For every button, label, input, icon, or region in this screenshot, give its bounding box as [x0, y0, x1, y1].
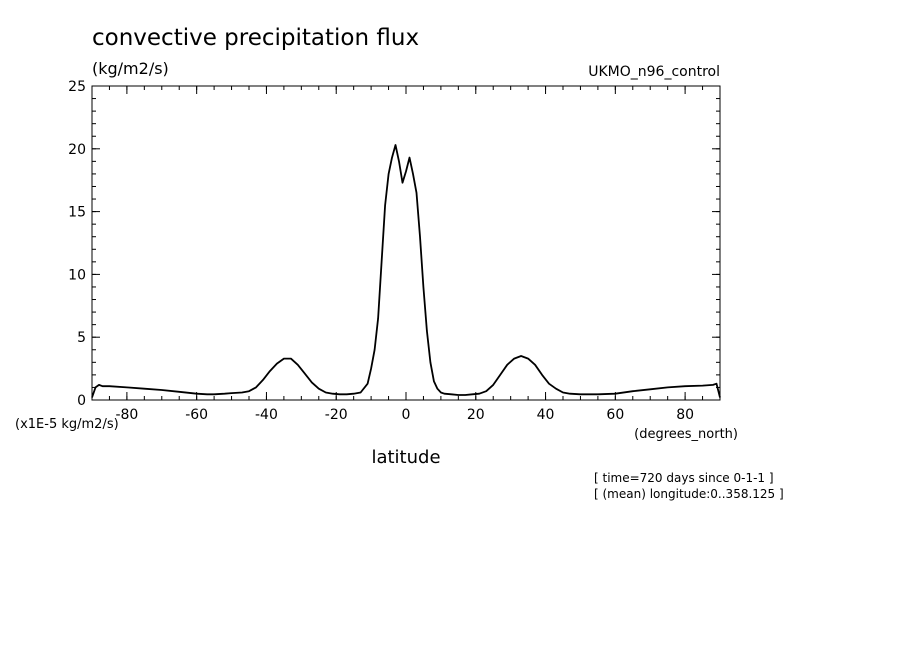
x-tick-label: -80 [115, 407, 138, 423]
y-tick-label: 25 [68, 79, 86, 95]
footnote-longitude: [ (mean) longitude:0..358.125 ] [594, 487, 784, 501]
dataset-label: UKMO_n96_control [588, 64, 720, 80]
y-scale-label: (x1E-5 kg/m2/s) [15, 417, 119, 432]
x-units-label: (degrees_north) [634, 427, 738, 442]
x-axis-label: latitude [371, 447, 440, 468]
y-tick-label: 15 [68, 205, 86, 221]
x-tick-label: -40 [255, 407, 278, 423]
y-tick-label: 20 [68, 142, 86, 158]
minor-ticks [91, 85, 721, 401]
y-tick-label: 5 [77, 330, 86, 346]
x-tick-label: 40 [537, 407, 555, 423]
plot-frame [91, 85, 721, 401]
units-label: (kg/m2/s) [92, 59, 169, 78]
y-tick-label: 10 [68, 267, 86, 283]
y-tick-label: 0 [77, 393, 86, 409]
chart-title: convective precipitation flux [92, 25, 419, 51]
major-ticks [92, 85, 720, 401]
x-tick-label: 80 [676, 407, 694, 423]
x-tick-labels: -80 -60 -40 -20 0 20 40 60 80 [115, 407, 694, 423]
x-tick-label: -60 [185, 407, 208, 423]
x-tick-label: 20 [467, 407, 485, 423]
x-tick-label: 60 [606, 407, 624, 423]
footnote-time: [ time=720 days since 0-1-1 ] [594, 471, 774, 485]
series-line [91, 144, 721, 398]
y-tick-labels: 0 5 10 15 20 25 [68, 79, 86, 409]
x-tick-label: -20 [325, 407, 348, 423]
series-group [91, 144, 721, 398]
x-tick-label: 0 [402, 407, 411, 423]
